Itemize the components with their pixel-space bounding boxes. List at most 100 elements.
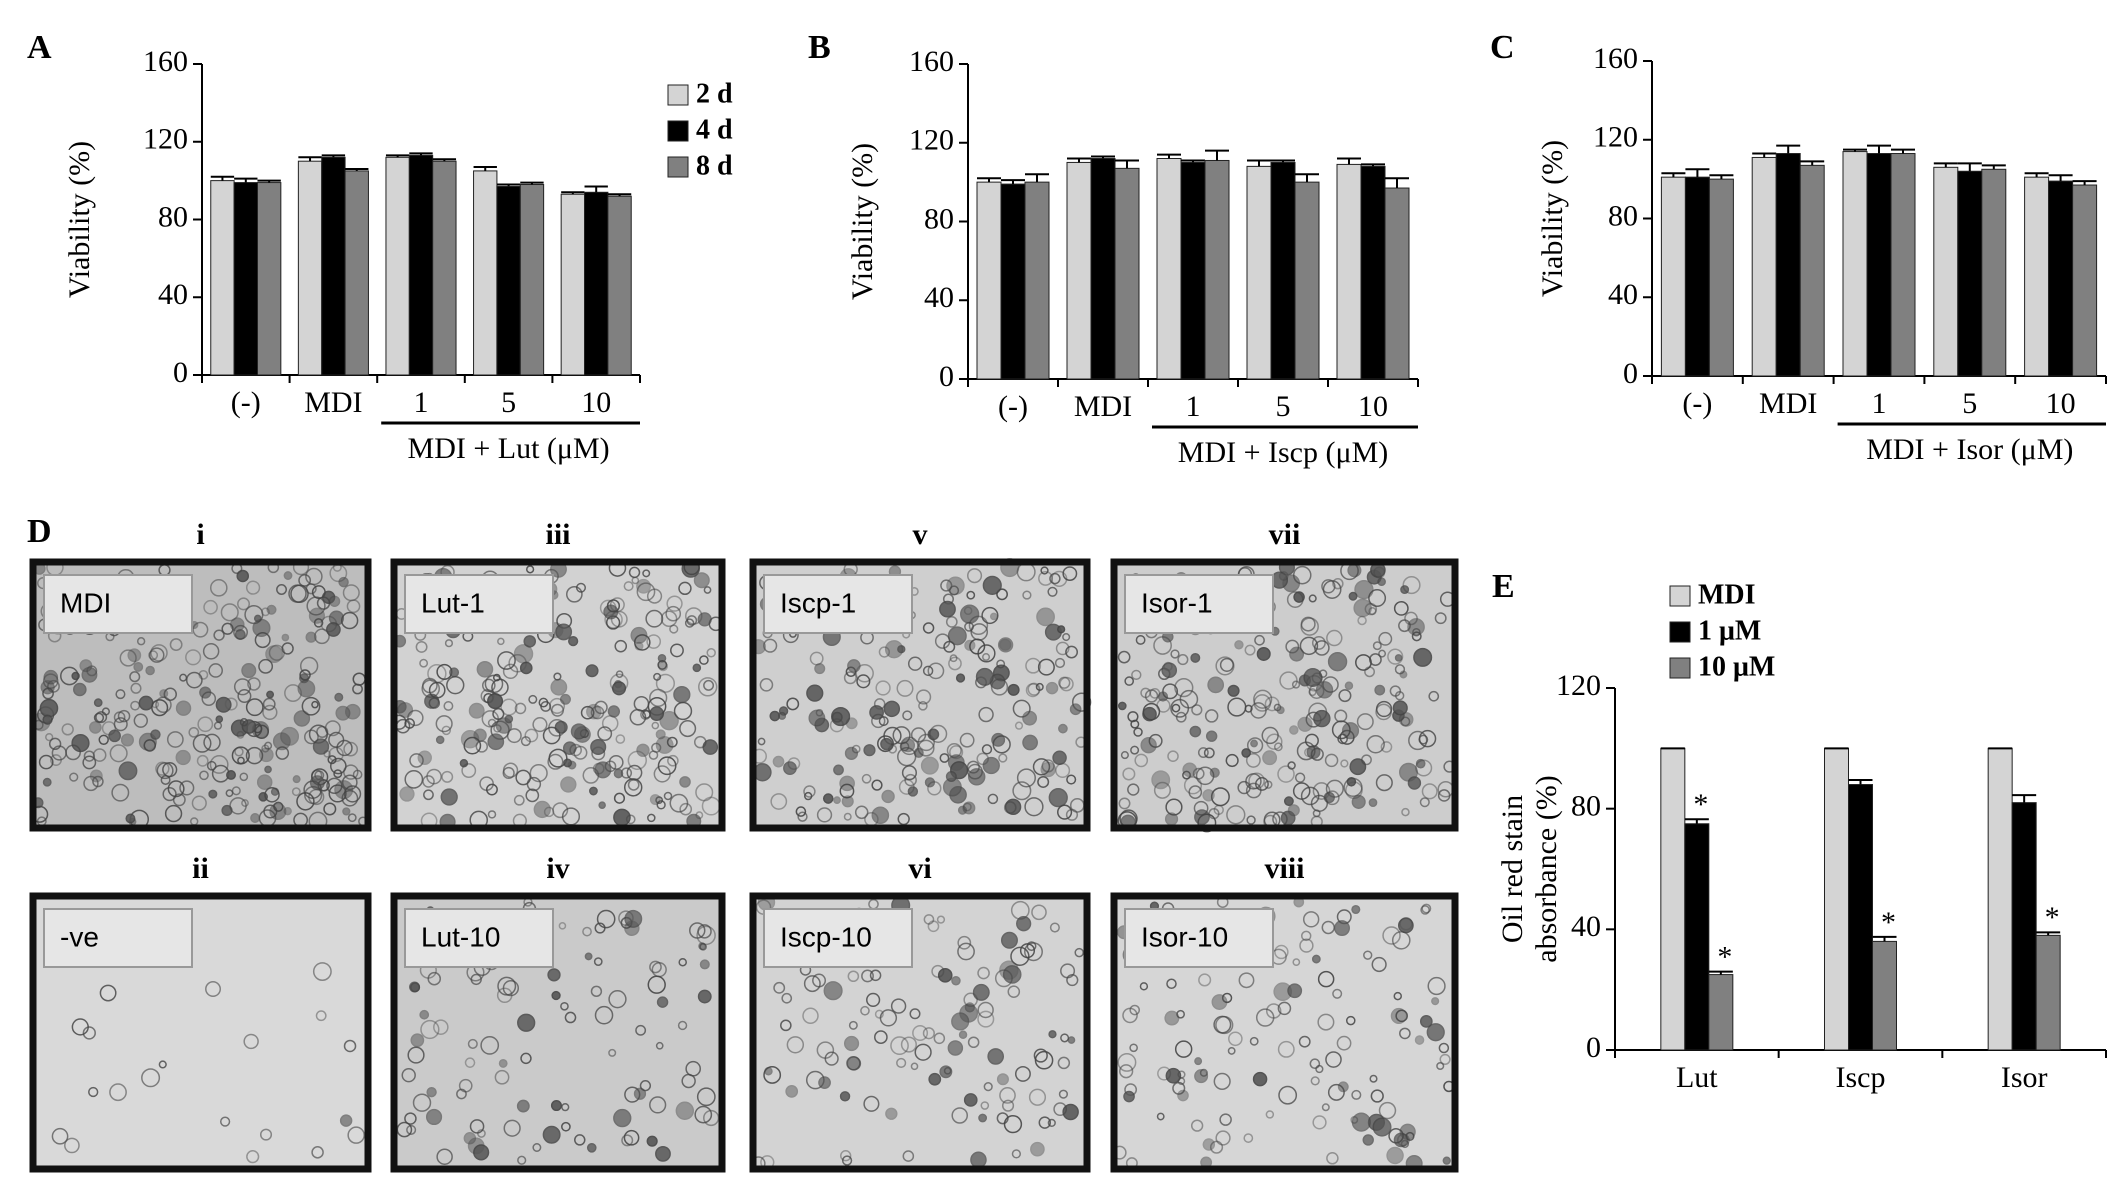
cell: [558, 922, 567, 930]
cell: [660, 610, 678, 628]
cell: [245, 698, 264, 717]
cell: [1273, 742, 1283, 752]
cell: [560, 1001, 569, 1011]
cell: [1117, 650, 1131, 664]
cell: [841, 1155, 853, 1166]
cell: [225, 789, 234, 798]
cell: [897, 747, 917, 767]
cell: [885, 1107, 898, 1120]
cell: [902, 710, 913, 721]
cell: [778, 711, 787, 720]
cell: [148, 650, 159, 661]
cell: [1278, 1085, 1298, 1105]
cell: [71, 1018, 89, 1036]
cell: [1286, 591, 1304, 608]
legend-swatch: [1669, 657, 1691, 679]
cell: [276, 584, 288, 595]
bar: [1246, 165, 1272, 380]
cell: [1256, 646, 1271, 661]
cell: [582, 926, 592, 937]
cell: [564, 1011, 577, 1024]
cell: [947, 626, 967, 646]
cell: [1401, 807, 1410, 817]
cell: [990, 678, 1009, 696]
cell: [645, 609, 664, 628]
cell: [839, 775, 855, 792]
cell: [45, 732, 54, 742]
cell: [655, 1145, 671, 1162]
cell: [1394, 654, 1403, 662]
cell: [1336, 1035, 1352, 1051]
cell: [1131, 669, 1142, 681]
group-label: MDI + Iscp (μM): [1178, 436, 1388, 469]
cell: [335, 705, 351, 721]
cell: [306, 596, 326, 616]
cell: [266, 604, 277, 615]
cell: [1317, 1013, 1335, 1031]
cell: [164, 804, 183, 823]
cell: [243, 1033, 259, 1050]
bar: [1933, 166, 1959, 377]
cell: [208, 663, 223, 678]
cell: [340, 611, 359, 630]
cell: [939, 753, 950, 763]
cell: [542, 1125, 561, 1144]
cell: [869, 969, 882, 982]
cell: [551, 990, 561, 1001]
cell: [1219, 1113, 1232, 1126]
cell: [250, 813, 261, 823]
cell: [879, 1009, 898, 1027]
cell: [502, 766, 515, 780]
cell: [236, 730, 245, 739]
bar: [1384, 187, 1410, 380]
cell: [697, 612, 712, 627]
cell: [143, 739, 157, 752]
cell: [635, 1024, 647, 1036]
cell: [854, 805, 869, 820]
cell: [547, 968, 561, 982]
cell: [703, 679, 715, 691]
cell: [1227, 1046, 1236, 1055]
cell: [1027, 682, 1041, 696]
cell: [203, 599, 218, 615]
cell: [1199, 1068, 1208, 1077]
cell: [1377, 577, 1386, 587]
y-tick-label: 120: [1593, 121, 1638, 154]
cell: [1315, 1064, 1324, 1074]
cell: [693, 572, 710, 589]
cell: [1153, 781, 1171, 799]
cell: [459, 759, 469, 768]
y-axis-label: Viability (%): [1536, 140, 1569, 297]
cell: [410, 1033, 425, 1048]
bar: [2035, 934, 2061, 1051]
cell: [1298, 1035, 1311, 1048]
cell: [109, 1083, 127, 1102]
cell: [1127, 783, 1140, 796]
cell: [1393, 600, 1409, 616]
cell: [487, 810, 497, 819]
bar: [1294, 181, 1320, 380]
cell: [1011, 1149, 1022, 1159]
cell: [582, 767, 600, 784]
y-tick-label: 80: [1571, 790, 1601, 823]
y-tick-label: 80: [1608, 199, 1638, 232]
cell: [433, 1019, 449, 1035]
cell: [677, 1020, 688, 1031]
cell: [1368, 606, 1377, 616]
cell: [547, 753, 564, 770]
cell: [50, 754, 62, 766]
cell: [1032, 758, 1051, 776]
bar: [1890, 153, 1916, 377]
cell: [590, 738, 607, 755]
cell: [594, 761, 612, 779]
cell: [1182, 770, 1191, 780]
y-tick-label: 0: [939, 360, 954, 393]
cell: [419, 1009, 430, 1020]
cell: [795, 806, 807, 817]
cell: [323, 802, 337, 816]
cell: [608, 1048, 617, 1057]
cell: [1129, 1043, 1138, 1053]
bar: [1114, 167, 1140, 380]
micrograph-frame: [1110, 892, 1459, 1173]
cell: [1157, 1066, 1172, 1081]
